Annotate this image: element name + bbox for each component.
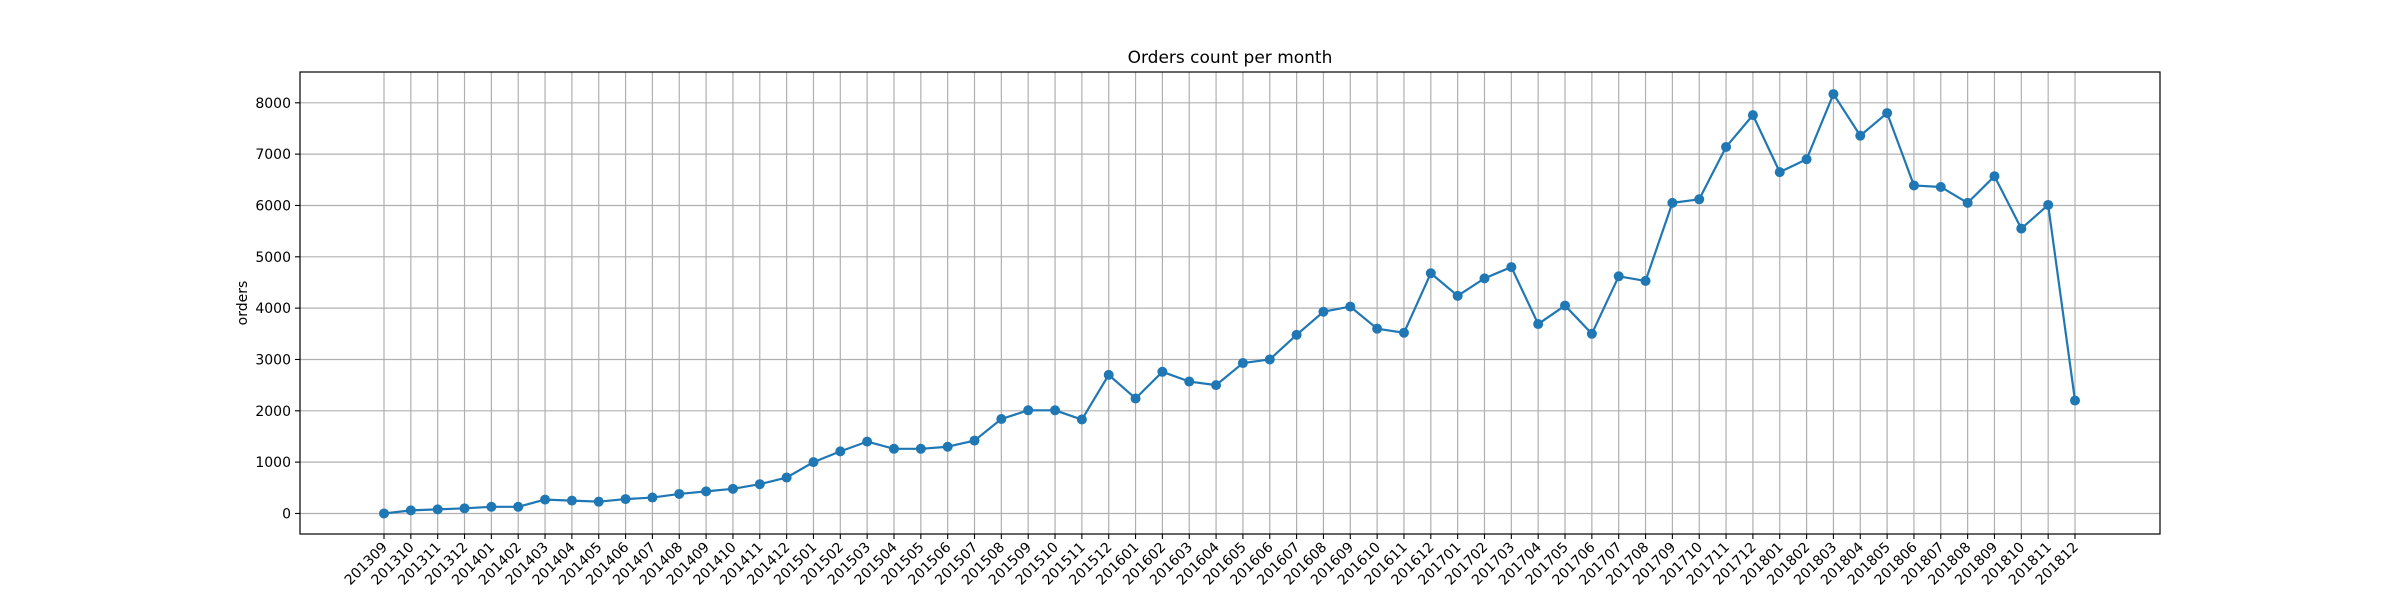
data-point — [835, 446, 846, 457]
data-point — [513, 501, 524, 512]
data-point — [1747, 110, 1758, 121]
data-point — [1721, 141, 1732, 152]
data-point — [915, 443, 926, 454]
y-axis-ticks: 0 1000 2000 3000 4000 5000 6000 7000 8000 — [255, 96, 300, 522]
y-tick-label: 4000 — [255, 301, 291, 317]
y-tick-label: 1000 — [255, 455, 291, 471]
data-point — [1318, 306, 1329, 317]
data-point — [1801, 154, 1812, 165]
data-point — [566, 495, 577, 506]
data-point — [1264, 354, 1275, 365]
data-point — [1989, 171, 2000, 182]
data-point — [1533, 319, 1544, 330]
y-tick-label: 7000 — [255, 147, 291, 163]
data-point — [1398, 327, 1409, 338]
data-point — [942, 441, 953, 452]
data-point — [1667, 197, 1678, 208]
data-point — [1130, 393, 1141, 404]
data-point — [593, 496, 604, 507]
data-point — [1908, 180, 1919, 191]
data-point — [1613, 271, 1624, 282]
y-tick-label: 5000 — [255, 250, 291, 266]
data-point — [996, 414, 1007, 425]
data-point — [1962, 197, 1973, 208]
data-point — [969, 435, 980, 446]
data-point — [674, 488, 685, 499]
y-tick-label: 3000 — [255, 352, 291, 368]
data-point — [1211, 380, 1222, 391]
data-point — [1506, 262, 1517, 273]
data-point — [2070, 395, 2080, 406]
data-point — [1050, 405, 1061, 416]
data-point — [459, 503, 470, 514]
data-point — [1560, 300, 1571, 311]
data-point — [1855, 130, 1866, 141]
data-point — [1828, 89, 1839, 100]
data-point — [1479, 273, 1490, 284]
data-point — [888, 443, 899, 454]
data-point — [1237, 358, 1248, 369]
data-point — [486, 501, 497, 512]
data-point — [862, 436, 873, 447]
data-point — [808, 457, 819, 468]
data-point — [540, 494, 551, 505]
data-point — [1774, 167, 1785, 178]
x-axis-ticks: 2013092013102013112013122014012014022014… — [342, 534, 2082, 589]
data-point — [1425, 268, 1436, 279]
data-point — [1452, 290, 1463, 301]
y-tick-label: 0 — [282, 506, 291, 522]
data-point — [620, 494, 631, 505]
data-point — [1586, 328, 1597, 339]
data-point — [432, 504, 443, 515]
data-point — [2043, 199, 2054, 210]
data-point — [1345, 301, 1356, 312]
data-point — [1023, 405, 1034, 416]
series-line — [383, 92, 2077, 515]
data-point — [1372, 323, 1383, 334]
y-axis-label: orders — [235, 281, 251, 326]
y-tick-label: 8000 — [255, 96, 291, 112]
data-point — [1157, 366, 1168, 377]
data-point — [1076, 414, 1087, 425]
data-point — [701, 486, 712, 497]
data-point — [727, 483, 738, 494]
data-point — [1103, 369, 1114, 380]
data-point — [2016, 223, 2027, 234]
data-point — [1882, 108, 1893, 119]
data-point — [754, 479, 765, 490]
data-point — [405, 505, 416, 516]
data-point — [1291, 329, 1302, 340]
chart-title: Orders count per month — [1128, 48, 1333, 68]
plot-frame — [299, 71, 2161, 535]
y-tick-label: 2000 — [255, 404, 291, 420]
data-point — [1184, 376, 1195, 387]
data-point — [647, 492, 658, 503]
data-point — [1935, 181, 1946, 192]
data-point — [1640, 275, 1651, 286]
y-tick-label: 6000 — [255, 198, 291, 214]
data-point — [1694, 194, 1705, 205]
series-orders — [379, 89, 2080, 519]
data-point — [379, 508, 389, 519]
grid — [300, 72, 2160, 534]
data-point — [781, 472, 792, 483]
